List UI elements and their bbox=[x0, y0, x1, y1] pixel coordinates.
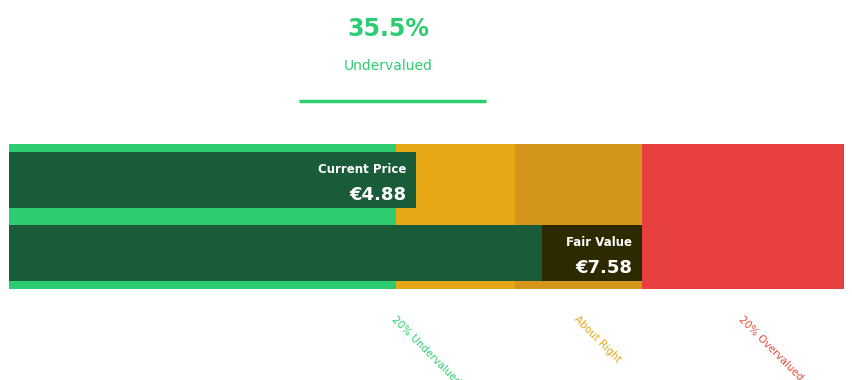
Bar bbox=[642, 217, 843, 290]
Bar bbox=[9, 217, 396, 290]
Bar bbox=[515, 217, 642, 290]
Bar bbox=[9, 144, 396, 217]
Text: €7.58: €7.58 bbox=[574, 259, 631, 277]
Bar bbox=[396, 144, 515, 217]
Bar bbox=[541, 225, 642, 281]
Bar bbox=[642, 144, 843, 217]
Text: Fair Value: Fair Value bbox=[566, 236, 631, 249]
Text: About Right: About Right bbox=[571, 314, 621, 365]
Text: 20% Undervalued: 20% Undervalued bbox=[389, 314, 462, 380]
Bar bbox=[9, 225, 642, 281]
Bar bbox=[9, 152, 416, 208]
Text: €4.88: €4.88 bbox=[349, 186, 406, 204]
Bar bbox=[396, 217, 515, 290]
Text: 35.5%: 35.5% bbox=[347, 17, 429, 41]
Text: Undervalued: Undervalued bbox=[343, 59, 432, 73]
Text: Current Price: Current Price bbox=[318, 163, 406, 176]
Bar bbox=[515, 144, 642, 217]
Text: 20% Overvalued: 20% Overvalued bbox=[735, 314, 803, 380]
